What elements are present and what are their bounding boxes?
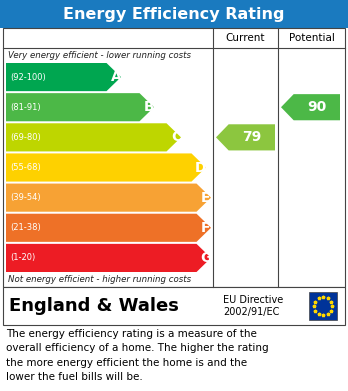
Bar [0, 0, 348, 28]
Text: G: G [200, 251, 212, 265]
Polygon shape [6, 93, 154, 121]
Text: D: D [195, 160, 207, 174]
Text: 79: 79 [242, 130, 261, 144]
Polygon shape [6, 63, 121, 91]
Bar [3, 287, 345, 325]
Polygon shape [216, 124, 275, 151]
Text: (1-20): (1-20) [10, 253, 35, 262]
Polygon shape [6, 153, 206, 181]
Polygon shape [6, 244, 211, 272]
Text: Very energy efficient - lower running costs: Very energy efficient - lower running co… [8, 50, 191, 59]
Text: 2002/91/EC: 2002/91/EC [223, 307, 279, 317]
Polygon shape [6, 123, 181, 151]
Text: (21-38): (21-38) [10, 223, 41, 232]
Text: A: A [111, 70, 121, 84]
Text: F: F [201, 221, 211, 235]
Polygon shape [6, 183, 211, 212]
Text: (55-68): (55-68) [10, 163, 41, 172]
Text: Current: Current [226, 33, 265, 43]
Bar [3, 28, 345, 287]
Text: 90: 90 [307, 100, 326, 114]
Bar [309, 292, 337, 320]
Text: Energy Efficiency Rating: Energy Efficiency Rating [63, 7, 285, 22]
Polygon shape [6, 214, 211, 242]
Text: England & Wales: England & Wales [9, 297, 179, 315]
Text: C: C [171, 130, 181, 144]
Text: EU Directive: EU Directive [223, 295, 283, 305]
Text: Not energy efficient - higher running costs: Not energy efficient - higher running co… [8, 276, 191, 285]
Text: (69-80): (69-80) [10, 133, 41, 142]
Polygon shape [281, 94, 340, 120]
Text: The energy efficiency rating is a measure of the
overall efficiency of a home. T: The energy efficiency rating is a measur… [6, 329, 269, 382]
Text: Potential: Potential [288, 33, 334, 43]
Text: B: B [144, 100, 154, 114]
Text: (81-91): (81-91) [10, 103, 41, 112]
Text: (92-100): (92-100) [10, 73, 46, 82]
Text: (39-54): (39-54) [10, 193, 41, 202]
Text: E: E [201, 191, 211, 204]
